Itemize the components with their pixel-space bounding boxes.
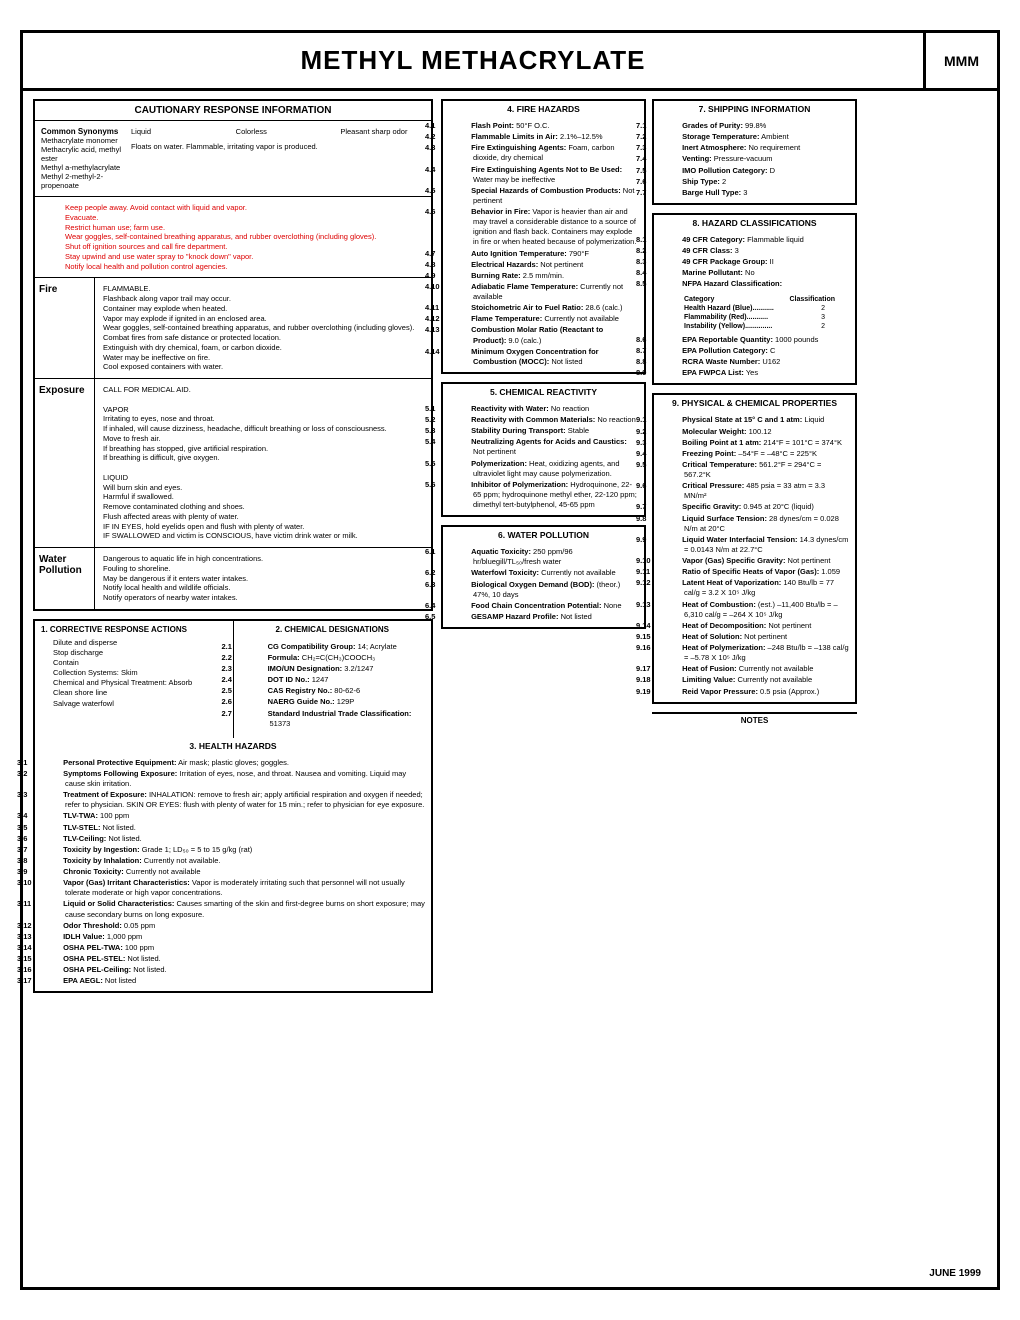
- water-content: Dangerous to aquatic life in high concen…: [95, 548, 431, 609]
- chemical-title: METHYL METHACRYLATE: [23, 33, 923, 88]
- synonyms-label: Common Synonyms: [41, 127, 131, 136]
- content-area: CAUTIONARY RESPONSE INFORMATION Common S…: [23, 91, 997, 1001]
- physical-list: 9.1 Physical State at 15° C and 1 atm: L…: [654, 411, 855, 701]
- shipping-title: 7. SHIPPING INFORMATION: [654, 101, 855, 117]
- lower-left-box: 1. CORRECTIVE RESPONSE ACTIONS Dilute an…: [33, 619, 433, 994]
- designations-list: 2.1 CG Compatibility Group: 14; Acrylate…: [240, 638, 426, 734]
- reactivity-list: 5.1 Reactivity with Water: No reaction5.…: [443, 400, 644, 515]
- reactivity-box: 5. CHEMICAL REACTIVITY 5.1 Reactivity wi…: [441, 382, 646, 517]
- physical-box: 9. PHYSICAL & CHEMICAL PROPERTIES 9.1 Ph…: [652, 393, 857, 703]
- prop-odor: Pleasant sharp odor: [340, 127, 425, 136]
- hazclass-title: 8. HAZARD CLASSIFICATIONS: [654, 215, 855, 231]
- pollution-title: 6. WATER POLLUTION: [443, 527, 644, 543]
- shipping-box: 7. SHIPPING INFORMATION 7.1 Grades of Pu…: [652, 99, 857, 205]
- hazclass-box: 8. HAZARD CLASSIFICATIONS 8.1 49 CFR Cat…: [652, 213, 857, 386]
- vapor-lines: Irritating to eyes, nose and throat.If i…: [103, 414, 423, 463]
- physical-title: 9. PHYSICAL & CHEMICAL PROPERTIES: [654, 395, 855, 411]
- pollution-box: 6. WATER POLLUTION 6.1 Aquatic Toxicity:…: [441, 525, 646, 629]
- designations-col: 2. CHEMICAL DESIGNATIONS 2.1 CG Compatib…: [234, 621, 432, 738]
- fire-label: Fire: [35, 278, 95, 378]
- fire-content: FLAMMABLE.Flashback along vapor trail ma…: [95, 278, 431, 378]
- hazclass-list: 8.1 49 CFR Category: Flammable liquid8.2…: [654, 231, 855, 295]
- mid-column: 4. FIRE HAZARDS 4.1 Flash Point: 50°F O.…: [441, 99, 646, 993]
- health-title: 3. HEALTH HAZARDS: [35, 738, 431, 754]
- liquid-lines: Will burn skin and eyes.Harmful if swall…: [103, 483, 423, 542]
- notes-label: NOTES: [652, 712, 857, 727]
- hazclass-list2: 8.6 EPA Reportable Quantity: 1000 pounds…: [654, 331, 855, 384]
- cautionary-heading: CAUTIONARY RESPONSE INFORMATION: [35, 101, 431, 121]
- footer-date: JUNE 1999: [913, 1264, 997, 1283]
- fire-hazards-list: 4.1 Flash Point: 50°F O.C.4.2 Flammable …: [443, 117, 644, 372]
- props-col: Liquid Colorless Pleasant sharp odor Flo…: [131, 127, 425, 190]
- designations-title: 2. CHEMICAL DESIGNATIONS: [240, 625, 426, 634]
- pollution-list: 6.1 Aquatic Toxicity: 250 ppm/96 hr/blue…: [443, 543, 644, 627]
- chemical-code: MMM: [923, 33, 997, 88]
- cautionary-box: CAUTIONARY RESPONSE INFORMATION Common S…: [33, 99, 433, 611]
- left-column: CAUTIONARY RESPONSE INFORMATION Common S…: [33, 99, 433, 993]
- exposure-head: CALL FOR MEDICAL AID.: [103, 385, 423, 395]
- synonyms-col: Common Synonyms Methacrylate monomerMeth…: [41, 127, 131, 190]
- liquid-label: LIQUID: [103, 473, 423, 483]
- exposure-row: Exposure CALL FOR MEDICAL AID. VAPOR Irr…: [35, 379, 431, 548]
- fire-row: Fire FLAMMABLE.Flashback along vapor tra…: [35, 278, 431, 379]
- shipping-list: 7.1 Grades of Purity: 99.8%7.2 Storage T…: [654, 117, 855, 203]
- exposure-content: CALL FOR MEDICAL AID. VAPOR Irritating t…: [95, 379, 431, 547]
- vapor-label: VAPOR: [103, 405, 423, 415]
- nfpa-block: CategoryClassificationHealth Hazard (Blu…: [654, 295, 855, 331]
- corrective-col: 1. CORRECTIVE RESPONSE ACTIONS Dilute an…: [35, 621, 234, 738]
- corrective-list: Dilute and disperseStop dischargeContain…: [41, 638, 227, 709]
- prop-color: Colorless: [236, 127, 321, 136]
- health-list: 3.1 Personal Protective Equipment: Air m…: [35, 754, 431, 992]
- reactivity-title: 5. CHEMICAL REACTIVITY: [443, 384, 644, 400]
- synonyms-list: Methacrylate monomerMethacrylic acid, me…: [41, 136, 131, 190]
- exposure-label: Exposure: [35, 379, 95, 547]
- red-warnings: Keep people away. Avoid contact with liq…: [35, 197, 431, 278]
- water-label: Water Pollution: [35, 548, 95, 609]
- document-border: METHYL METHACRYLATE MMM CAUTIONARY RESPO…: [20, 30, 1000, 1290]
- corrective-title: 1. CORRECTIVE RESPONSE ACTIONS: [41, 625, 227, 634]
- far-column: 7. SHIPPING INFORMATION 7.1 Grades of Pu…: [652, 99, 857, 993]
- fire-hazards-box: 4. FIRE HAZARDS 4.1 Flash Point: 50°F O.…: [441, 99, 646, 374]
- prop-state: Liquid: [131, 127, 216, 136]
- sections-1-2-row: 1. CORRECTIVE RESPONSE ACTIONS Dilute an…: [35, 621, 431, 738]
- water-row: Water Pollution Dangerous to aquatic lif…: [35, 548, 431, 609]
- right-column: 4. FIRE HAZARDS 4.1 Flash Point: 50°F O.…: [441, 99, 987, 993]
- prop-floats: Floats on water. Flammable, irritating v…: [131, 142, 425, 151]
- title-row: METHYL METHACRYLATE MMM: [23, 33, 997, 91]
- fire-hazards-title: 4. FIRE HAZARDS: [443, 101, 644, 117]
- caution-top: Common Synonyms Methacrylate monomerMeth…: [35, 121, 431, 197]
